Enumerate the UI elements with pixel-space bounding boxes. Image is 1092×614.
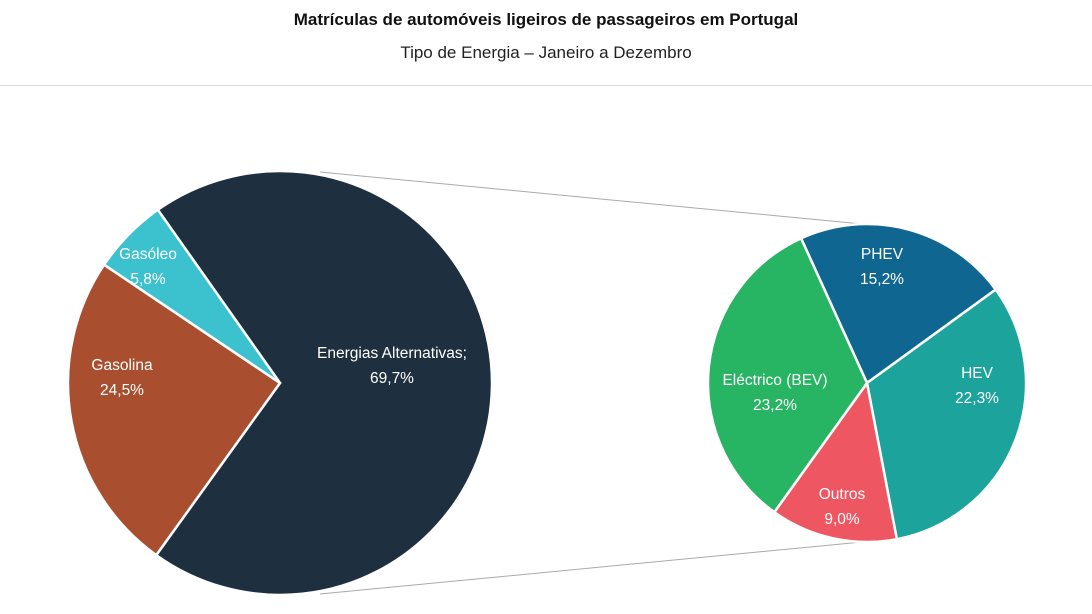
slice-name-label: Gasolina xyxy=(91,357,153,374)
connector-line-top xyxy=(319,171,863,225)
slice-value-label: 5,8% xyxy=(130,271,166,288)
slice-value-label: 24,5% xyxy=(100,382,144,399)
slice-value-label: 22,3% xyxy=(955,390,999,407)
slice-name-label: Outros xyxy=(819,486,866,503)
slice-value-label: 23,2% xyxy=(753,397,797,414)
pie-slice-outros xyxy=(772,379,899,544)
header-divider xyxy=(0,85,1092,86)
pie-slice-energias-alternativas xyxy=(154,169,494,597)
connector-line-bottom xyxy=(319,541,863,595)
slice-value-label: 69,7% xyxy=(370,370,414,387)
slice-value-label: 15,2% xyxy=(860,271,904,288)
slice-name-label: Energias Alternativas; xyxy=(317,345,467,362)
slice-name-label: HEV xyxy=(961,365,994,382)
slice-value-label: 9,0% xyxy=(824,511,860,528)
slice-name-label: Eléctrico (BEV) xyxy=(722,372,827,389)
pie-slice-gasolina xyxy=(66,262,282,557)
pie-slice-el-ctrico-bev xyxy=(706,236,869,514)
slice-name-label: PHEV xyxy=(861,246,904,263)
chart-title: Matrículas de automóveis ligeiros de pas… xyxy=(293,10,799,29)
pie-slice-gas-leo xyxy=(102,208,282,385)
pie-slice-hev xyxy=(865,287,1028,541)
slice-name-label: Gasóleo xyxy=(119,246,177,263)
chart-subtitle: Tipo de Energia – Janeiro a Dezembro xyxy=(400,43,692,62)
